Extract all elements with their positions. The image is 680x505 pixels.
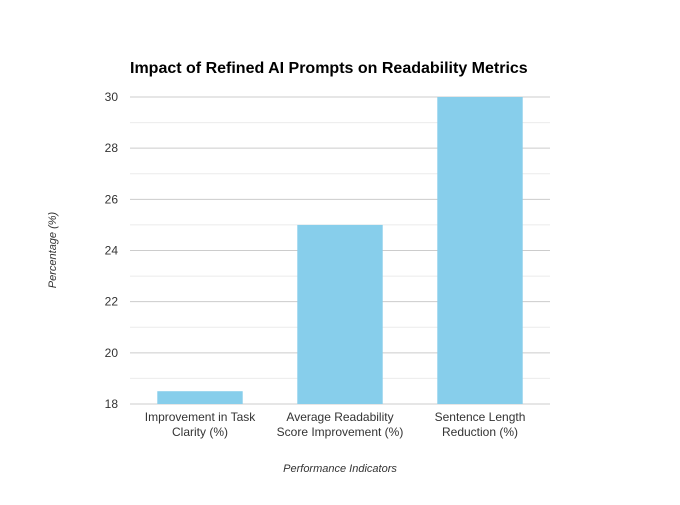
y-axis-ticks: 18 20 22 24 26 28 30 [105,90,119,411]
x-category-label: Improvement in Task Clarity (%) [145,410,256,439]
y-tick-label: 24 [105,244,119,258]
bar [157,391,243,404]
bar [297,224,383,404]
chart-title: Impact of Refined AI Prompts on Readabil… [130,60,528,77]
y-tick-label: 28 [105,141,119,155]
x-category-label: Average Readability Score Improvement (%) [277,410,404,439]
y-tick-label: 18 [105,397,119,411]
y-axis-label: Percentage (%) [47,211,59,288]
y-tick-label: 26 [105,192,119,206]
y-tick-label: 20 [105,346,119,360]
y-tick-label: 30 [105,90,119,104]
bars [157,97,523,404]
x-axis-categories: Improvement in Task Clarity (%) Average Re… [145,410,526,439]
x-category-label: Sentence Length Reduction (%) [435,410,526,439]
x-axis-label: Performance Indicators [283,463,397,475]
bar [437,97,523,404]
y-tick-label: 22 [105,295,119,309]
